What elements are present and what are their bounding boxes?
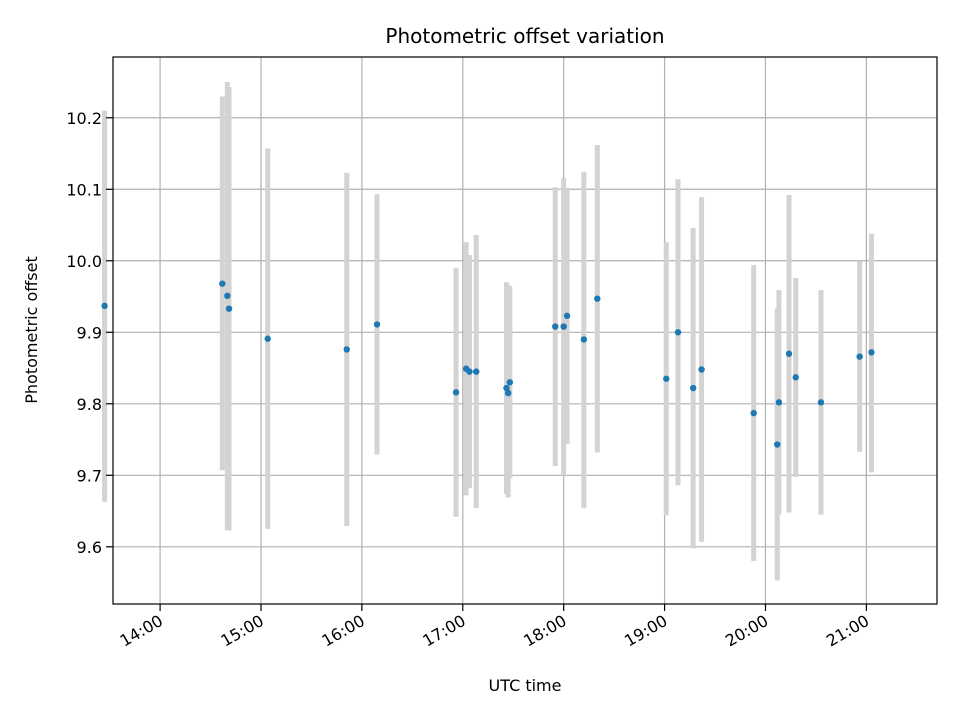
data-points: [101, 280, 875, 448]
data-point: [225, 305, 233, 312]
data-point: [473, 368, 480, 375]
data-point: [506, 379, 514, 386]
data-point: [594, 295, 601, 302]
data-point: [560, 323, 567, 330]
data-point: [219, 280, 226, 287]
data-point: [580, 336, 588, 343]
y-tick-label: 9.7: [77, 466, 102, 485]
y-axis-label: Photometric offset: [22, 256, 41, 404]
data-point: [452, 389, 460, 396]
y-tick-label: 9.8: [77, 395, 102, 414]
data-point: [224, 292, 231, 300]
data-point: [552, 323, 559, 330]
data-point: [689, 384, 697, 392]
data-point: [698, 366, 705, 373]
data-point: [373, 321, 381, 328]
data-point: [868, 349, 875, 356]
plot-frame: [112, 56, 938, 605]
data-point: [101, 302, 108, 310]
data-point: [264, 335, 271, 342]
y-tick-label: 10.2: [66, 109, 102, 128]
data-point: [663, 375, 670, 382]
data-point: [792, 374, 799, 381]
y-tick-label: 10.1: [66, 180, 102, 199]
y-tick-label: 10.0: [66, 252, 102, 271]
data-point: [785, 350, 793, 357]
y-tick-label: 9.9: [77, 323, 102, 342]
x-axis-label: UTC time: [489, 676, 562, 695]
data-point: [466, 368, 473, 375]
y-axis-ticks: 9.6 9.7 9.8 9.9 10.0 10.1 10.2: [66, 109, 113, 557]
data-point: [343, 346, 350, 353]
data-point: [774, 441, 781, 448]
y-tick-label: 9.6: [77, 538, 102, 557]
data-point: [504, 389, 512, 397]
data-point: [503, 384, 510, 392]
chart-title: Photometric offset variation: [385, 24, 664, 48]
data-point: [674, 329, 682, 336]
data-point: [856, 353, 863, 360]
data-point: [750, 409, 757, 417]
data-point: [563, 312, 571, 320]
data-point: [817, 399, 825, 406]
data-point: [775, 399, 783, 406]
